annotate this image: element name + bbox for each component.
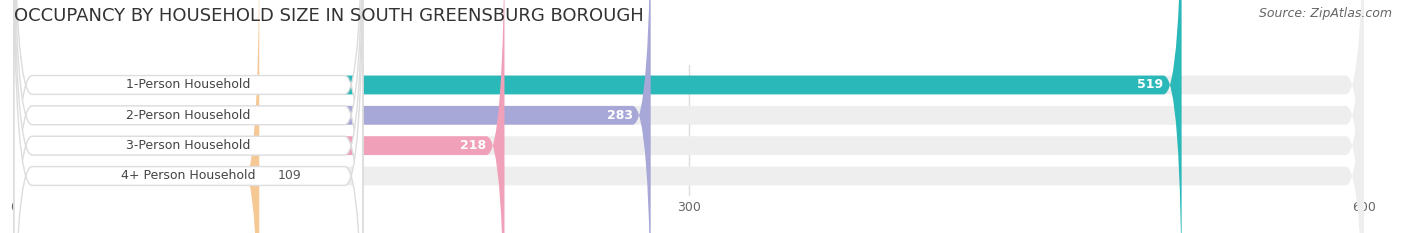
FancyBboxPatch shape bbox=[14, 0, 259, 233]
Text: 218: 218 bbox=[460, 139, 486, 152]
FancyBboxPatch shape bbox=[14, 0, 1364, 233]
Text: 109: 109 bbox=[277, 169, 301, 182]
Text: 4+ Person Household: 4+ Person Household bbox=[121, 169, 256, 182]
Text: 1-Person Household: 1-Person Household bbox=[127, 79, 250, 92]
FancyBboxPatch shape bbox=[14, 0, 505, 233]
FancyBboxPatch shape bbox=[14, 0, 1364, 233]
FancyBboxPatch shape bbox=[14, 0, 363, 233]
Text: OCCUPANCY BY HOUSEHOLD SIZE IN SOUTH GREENSBURG BOROUGH: OCCUPANCY BY HOUSEHOLD SIZE IN SOUTH GRE… bbox=[14, 7, 644, 25]
Text: 2-Person Household: 2-Person Household bbox=[127, 109, 250, 122]
FancyBboxPatch shape bbox=[14, 0, 1364, 233]
Text: Source: ZipAtlas.com: Source: ZipAtlas.com bbox=[1258, 7, 1392, 20]
Text: 519: 519 bbox=[1137, 79, 1164, 92]
Text: 283: 283 bbox=[607, 109, 633, 122]
FancyBboxPatch shape bbox=[14, 0, 363, 233]
Text: 3-Person Household: 3-Person Household bbox=[127, 139, 250, 152]
FancyBboxPatch shape bbox=[14, 0, 363, 233]
FancyBboxPatch shape bbox=[14, 0, 1364, 233]
FancyBboxPatch shape bbox=[14, 0, 1181, 233]
FancyBboxPatch shape bbox=[14, 0, 363, 233]
FancyBboxPatch shape bbox=[14, 0, 651, 233]
